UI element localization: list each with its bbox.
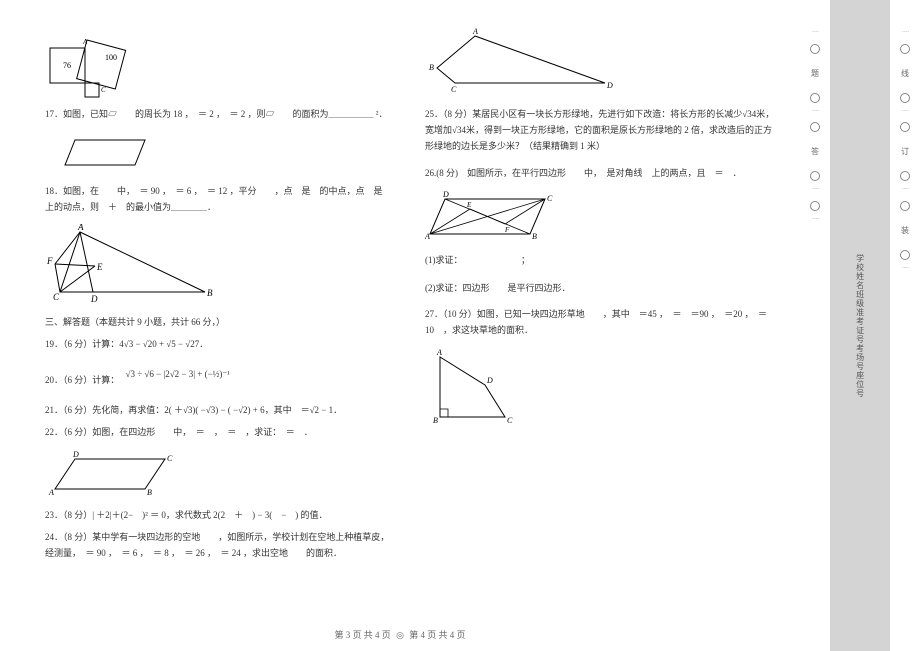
- label-c: C: [101, 86, 106, 94]
- figure-parallelogram-2: D C A B: [45, 449, 395, 499]
- q18-text: 18．如图，在 中， ＝ 90 ， ＝ 6 ， ＝ 12 ，平分 ，点 是 的中…: [45, 186, 392, 212]
- dots-icon: ┊: [902, 266, 909, 274]
- svg-text:A: A: [425, 232, 430, 241]
- svg-text:D: D: [72, 450, 79, 459]
- svg-text:F: F: [504, 226, 510, 234]
- page-area: 76 100 A C 17．如图，已知▱ 的周长为 18 ， ＝ 2 ， ＝ 2…: [0, 0, 800, 651]
- page-footer: 第 3 页 共 4 页 ◎ 第 4 页 共 4 页: [0, 628, 800, 641]
- bubble-icon: [810, 93, 820, 103]
- dots-icon: ┊: [902, 30, 909, 38]
- figure-quad-top: A B C D: [425, 28, 775, 98]
- figure-parallelogram-diag: D C A B E F: [425, 189, 775, 244]
- mark-text: 题: [811, 68, 819, 79]
- bubble-icon: [900, 201, 910, 211]
- tri-F: F: [46, 256, 53, 266]
- mark-text: 订: [901, 146, 909, 157]
- q27-C: C: [507, 416, 513, 425]
- question-27: 27．（10 分）如图，已知一块四边形草地 ，其中 ＝45 ， ＝ ＝90 ， …: [425, 306, 775, 338]
- quad-D: D: [606, 81, 613, 90]
- question-26-1: (1)求证： ；: [425, 252, 775, 268]
- mark-text: 答: [811, 146, 819, 157]
- tri-B: B: [207, 288, 213, 298]
- question-26-2: (2)求证：四边形 是平行四边形．: [425, 280, 775, 296]
- bubble-icon: [900, 250, 910, 260]
- bubble-icon: [900, 122, 910, 132]
- question-25: 25．（8 分）某居民小区有一块长方形绿地，先进行如下改造：将长方形的长减少√3…: [425, 106, 775, 155]
- q27-A: A: [436, 348, 442, 357]
- bubble-icon: [810, 201, 820, 211]
- side-panel: ┊ 题 ┊ 答 ┊ ┊ 学校姓名班级准考证号考场号座位号 ┊ 线 ┊ 订 ┊ 装…: [800, 0, 920, 651]
- label-a: A: [82, 38, 88, 46]
- label-76: 76: [63, 61, 71, 70]
- dots-icon: ┊: [902, 109, 909, 117]
- tri-E: E: [96, 262, 103, 272]
- mark-text: 线: [901, 68, 909, 79]
- figure-triangle: A B C D E F: [45, 224, 395, 304]
- question-21: 21．（6 分）先化简，再求值：2( ＋√3)( −√3) − ( −√2) +…: [45, 402, 395, 418]
- q20-pre: 20．（6 分）计算：: [45, 375, 119, 385]
- q20-expr: √3 ÷ √6 − |2√2 − 3| + (−½)⁻¹: [122, 369, 230, 379]
- figure-parallelogram-1: [45, 130, 395, 175]
- gray-panel: 学校姓名班级准考证号考场号座位号: [830, 0, 890, 651]
- svg-text:A: A: [48, 488, 54, 497]
- mark-text: 装: [901, 225, 909, 236]
- page-4-column: A B C D 25．（8 分）某居民小区有一块长方形绿地，先进行如下改造：将长…: [410, 20, 790, 611]
- bubble-icon: [900, 171, 910, 181]
- footer-left: 第 3 页 共 4 页: [334, 630, 390, 640]
- question-18: 18．如图，在 中， ＝ 90 ， ＝ 6 ， ＝ 12 ，平分 ，点 是 的中…: [45, 183, 395, 215]
- quad-C: C: [451, 85, 457, 94]
- section-3-title: 三、解答题（本题共计 9 小题，共计 66 分，）: [45, 314, 395, 330]
- q27-D: D: [486, 376, 493, 385]
- svg-text:C: C: [167, 454, 173, 463]
- bubble-icon: [810, 122, 820, 132]
- q17-text: 17．如图，已知▱ 的周长为 18 ， ＝ 2 ， ＝ 2 ，则▱ 的面积为＿＿…: [45, 109, 387, 119]
- footer-right: 第 4 页 共 4 页: [409, 630, 465, 640]
- dots-icon: ┊: [812, 109, 819, 117]
- svg-text:C: C: [547, 194, 553, 203]
- page-3-column: 76 100 A C 17．如图，已知▱ 的周长为 18 ， ＝ 2 ， ＝ 2…: [30, 20, 410, 611]
- figure-quad-27: A B C D: [425, 347, 775, 427]
- question-23: 23．（8 分）| ＋2|＋(2− )² ＝ 0，求代数式 2(2 ＋ ) − …: [45, 507, 395, 523]
- svg-text:D: D: [442, 190, 449, 199]
- label-100: 100: [105, 53, 117, 62]
- bubble-strip-right: ┊ 线 ┊ 订 ┊ 装 ┊: [890, 0, 920, 651]
- figure-squares: 76 100 A C: [45, 28, 395, 98]
- footer-sep: ◎: [393, 630, 407, 641]
- svg-text:E: E: [466, 201, 472, 209]
- question-26-head: 26.(8 分) 如图所示，在平行四边形 中， 是对角线 上的两点，且 ＝ ．: [425, 165, 775, 181]
- dots-icon: ┊: [902, 187, 909, 195]
- dots-icon: ┊: [812, 217, 819, 225]
- question-19: 19．（6 分）计算：4√3 − √20 + √5 − √27．: [45, 336, 395, 352]
- question-24: 24．（8 分）某中学有一块四边形的空地 ，如图所示，学校计划在空地上种植草皮，…: [45, 529, 395, 561]
- tri-C: C: [53, 292, 60, 302]
- quad-B: B: [429, 63, 434, 72]
- bubble-icon: [900, 44, 910, 54]
- bubble-strip-left: ┊ 题 ┊ 答 ┊ ┊: [800, 0, 830, 651]
- question-20: 20．（6 分）计算： √3 ÷ √6 − |2√2 − 3| + (−½)⁻¹: [45, 366, 395, 388]
- bubble-icon: [900, 93, 910, 103]
- question-22: 22．（6 分）如图，在四边形 中， ＝ ， ＝ ，求证： ＝ ．: [45, 424, 395, 440]
- question-17: 17．如图，已知▱ 的周长为 18 ， ＝ 2 ， ＝ 2 ，则▱ 的面积为＿＿…: [45, 106, 395, 122]
- q27-B: B: [433, 416, 438, 425]
- bubble-icon: [810, 44, 820, 54]
- svg-text:B: B: [147, 488, 152, 497]
- svg-text:B: B: [532, 232, 537, 241]
- gray-vertical-text: 学校姓名班级准考证号考场号座位号: [854, 254, 865, 398]
- bubble-icon: [810, 171, 820, 181]
- tri-A: A: [77, 224, 84, 232]
- dots-icon: ┊: [812, 30, 819, 38]
- tri-D: D: [90, 294, 98, 304]
- quad-A: A: [472, 28, 478, 36]
- dots-icon: ┊: [812, 187, 819, 195]
